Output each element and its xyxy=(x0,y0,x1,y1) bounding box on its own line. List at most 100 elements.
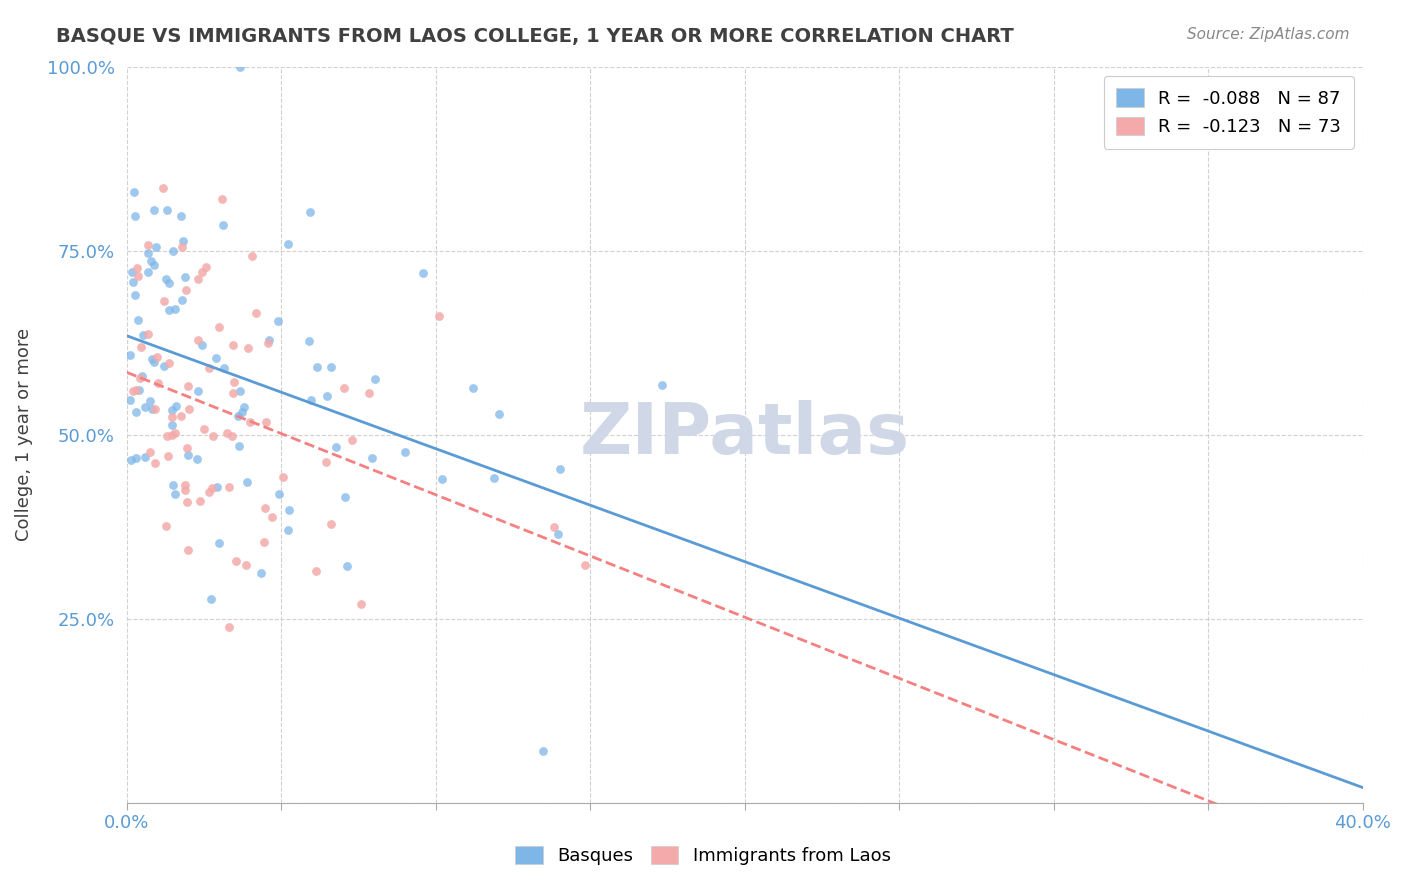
Point xyxy=(224,376,246,390)
Point xyxy=(121,264,143,278)
Point xyxy=(170,240,193,254)
Point xyxy=(136,237,159,252)
Point xyxy=(488,407,510,421)
Point xyxy=(186,452,208,467)
Point xyxy=(162,244,184,258)
Point xyxy=(157,303,180,318)
Point xyxy=(236,341,259,355)
Point xyxy=(157,277,180,291)
Point xyxy=(134,400,156,414)
Point xyxy=(333,381,356,395)
Point xyxy=(141,401,163,416)
Point xyxy=(176,543,198,558)
Point xyxy=(124,288,146,302)
Point xyxy=(240,249,263,263)
Point xyxy=(278,502,301,516)
Point xyxy=(305,564,328,578)
Y-axis label: College, 1 year or more: College, 1 year or more xyxy=(15,328,32,541)
Point xyxy=(156,429,179,443)
Point xyxy=(207,480,229,494)
Point xyxy=(254,415,277,429)
Point xyxy=(187,384,209,398)
Point xyxy=(305,360,328,375)
Point xyxy=(222,337,245,351)
Legend: R =  -0.088   N = 87, R =  -0.123   N = 73: R = -0.088 N = 87, R = -0.123 N = 73 xyxy=(1104,76,1354,149)
Point xyxy=(298,334,321,348)
Text: Source: ZipAtlas.com: Source: ZipAtlas.com xyxy=(1187,27,1350,42)
Point xyxy=(118,347,141,361)
Point xyxy=(430,472,453,486)
Point xyxy=(129,340,152,354)
Point xyxy=(221,429,243,443)
Point xyxy=(193,422,215,436)
Point xyxy=(174,478,197,492)
Point xyxy=(125,383,148,397)
Point xyxy=(165,301,187,316)
Point xyxy=(212,218,235,232)
Point xyxy=(257,333,280,347)
Point xyxy=(427,310,450,324)
Point xyxy=(129,371,152,385)
Point xyxy=(205,351,228,365)
Point xyxy=(132,328,155,343)
Point xyxy=(651,378,673,392)
Point xyxy=(157,356,180,370)
Legend: Basques, Immigrants from Laos: Basques, Immigrants from Laos xyxy=(506,837,900,874)
Point xyxy=(225,554,247,568)
Point xyxy=(143,456,166,470)
Point xyxy=(463,381,485,395)
Point xyxy=(232,400,254,414)
Point xyxy=(136,265,159,279)
Point xyxy=(146,376,169,391)
Text: BASQUE VS IMMIGRANTS FROM LAOS COLLEGE, 1 YEAR OR MORE CORRELATION CHART: BASQUE VS IMMIGRANTS FROM LAOS COLLEGE, … xyxy=(56,27,1014,45)
Point xyxy=(254,501,277,516)
Point xyxy=(172,234,194,248)
Point xyxy=(173,270,195,285)
Point xyxy=(316,389,339,403)
Point xyxy=(160,427,183,442)
Point xyxy=(138,327,160,342)
Point xyxy=(173,483,195,498)
Point xyxy=(267,487,290,501)
Point xyxy=(350,597,373,611)
Point xyxy=(531,744,554,758)
Point xyxy=(191,338,214,352)
Point xyxy=(124,209,146,223)
Point xyxy=(176,494,198,508)
Point xyxy=(188,494,211,508)
Point xyxy=(299,392,322,407)
Point xyxy=(214,360,236,375)
Point xyxy=(152,359,174,373)
Point xyxy=(228,384,250,398)
Point xyxy=(253,534,276,549)
Point xyxy=(143,401,166,416)
Point xyxy=(160,417,183,432)
Point xyxy=(194,260,217,275)
Point xyxy=(139,445,162,459)
Point xyxy=(187,333,209,347)
Point xyxy=(160,402,183,417)
Point xyxy=(162,477,184,491)
Point xyxy=(127,261,149,276)
Point xyxy=(547,527,569,541)
Point xyxy=(122,384,145,398)
Point xyxy=(170,293,193,307)
Point xyxy=(146,350,169,364)
Point xyxy=(169,409,191,423)
Point xyxy=(394,445,416,459)
Point xyxy=(260,510,283,524)
Point xyxy=(174,283,197,297)
Point xyxy=(191,265,214,279)
Point xyxy=(222,385,245,400)
Point xyxy=(277,523,299,537)
Point xyxy=(202,429,225,443)
Point xyxy=(218,480,240,494)
Point xyxy=(361,451,384,466)
Point xyxy=(176,449,198,463)
Point xyxy=(298,204,321,219)
Point xyxy=(139,394,162,409)
Point xyxy=(125,404,148,418)
Point xyxy=(160,409,183,424)
Point xyxy=(155,519,177,533)
Point xyxy=(153,293,176,308)
